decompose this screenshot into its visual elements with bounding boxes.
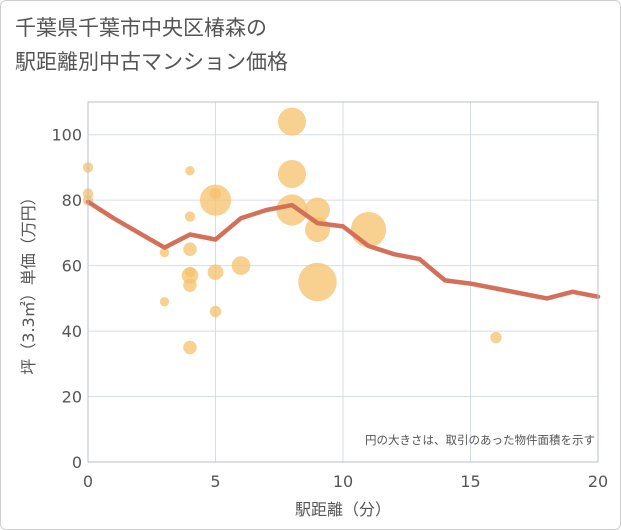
y-tick-label: 60 [62,257,82,276]
bubble [277,107,307,136]
x-tick-label: 10 [333,472,353,491]
trend-line [85,199,601,301]
bubble [298,262,337,302]
bubble [159,296,170,307]
y-tick-label: 0 [72,453,82,472]
size-note: 円の大きさは、取引のあった物件面積を示す [365,433,595,447]
y-tick-label: 80 [62,191,82,210]
bubble [183,242,197,257]
bubble [183,340,197,355]
plot-border [87,101,599,463]
x-tick-label: 20 [588,472,608,491]
y-tick-label: 20 [62,388,82,407]
bubble [185,166,195,176]
y-axis-label: 坪（3.3㎡）単価（万円） [19,189,38,374]
bubble [276,194,308,226]
bubble [490,331,502,344]
bubble [181,267,199,284]
title-line-1: 千葉県千葉市中央区椿森の [15,16,267,40]
y-tick-label: 40 [62,322,82,341]
x-axis-label: 駅距離（分） [295,500,391,519]
bubble [231,256,251,275]
bubble [159,247,170,258]
bubble [209,305,222,318]
y-tick-labels: 0 20 40 60 80 100 [51,126,82,472]
x-tick-label: 15 [460,472,480,491]
x-tick-label: 5 [210,472,220,491]
bubble [183,278,197,293]
bubble [199,184,232,216]
chart-title: 千葉県千葉市中央区椿森の 駅距離別中古マンション価格 [15,11,288,79]
y-tick-label: 100 [51,126,82,145]
x-tick-label: 0 [83,472,93,491]
bubble [184,211,196,222]
title-line-2: 駅距離別中古マンション価格 [15,50,288,74]
x-tick-labels: 0 5 10 15 20 [83,472,608,491]
bubble [277,159,307,189]
bubble [350,211,387,248]
bubble [207,264,224,280]
